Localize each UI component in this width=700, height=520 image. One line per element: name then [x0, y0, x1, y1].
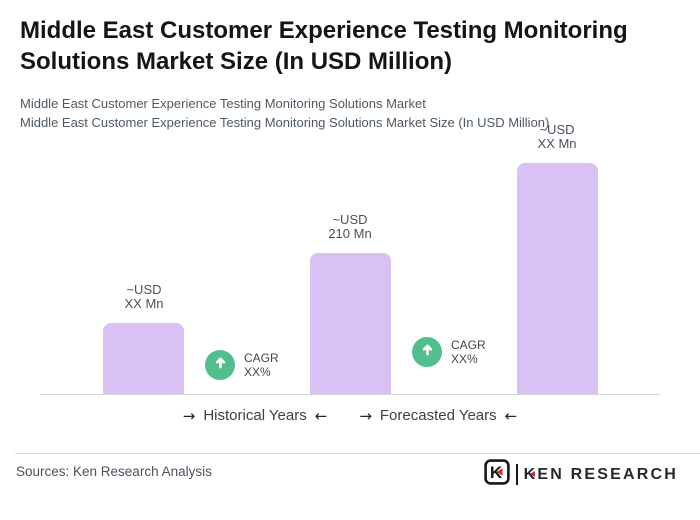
- ken-research-shield-icon: K: [483, 459, 510, 490]
- right-arrow-icon: →: [182, 407, 196, 425]
- bar-1-value-label: ~USD XX Mn: [84, 283, 204, 311]
- footer-divider: [15, 453, 700, 454]
- page-title-line-2: Solutions Market Size (In USD Million): [20, 48, 453, 75]
- period-legend: → Historical Years ← → Forecasted Years …: [0, 406, 700, 426]
- bar-1-value-line-1: ~USD: [126, 282, 162, 297]
- cagr-text-2: CAGR XX%: [451, 338, 486, 366]
- cagr-badge-1: [205, 350, 235, 380]
- bar-forecast: [517, 163, 598, 395]
- up-arrow-icon: [212, 354, 229, 376]
- logo-divider: [515, 464, 518, 485]
- bar-1-value-line-2: XX Mn: [124, 296, 164, 311]
- right-arrow-icon: →: [359, 407, 372, 425]
- legend-item-forecasted: → Forecasted Years ←: [359, 406, 517, 426]
- cagr-value-2: XX%: [451, 352, 478, 366]
- cagr-badge-2: [412, 337, 442, 367]
- legend-label-forecasted: Forecasted Years: [379, 407, 497, 424]
- legend-label-historical: Historical Years: [203, 407, 307, 424]
- svg-text:K: K: [489, 463, 502, 482]
- logo-wordmark-text: KEN RESEARCH: [523, 465, 678, 483]
- bar-2-value-line-2: 210 Mn: [328, 226, 372, 241]
- up-arrow-icon: [419, 341, 436, 363]
- chart-subtitle: Middle East Customer Experience Testing …: [20, 95, 660, 132]
- chart-subtitle-line-1: Middle East Customer Experience Testing …: [20, 96, 426, 111]
- cagr-text-1: CAGR XX%: [244, 351, 279, 379]
- x-axis-line: [40, 394, 660, 395]
- left-arrow-icon: ←: [314, 407, 328, 425]
- bar-2-value-line-1: ~USD: [332, 212, 368, 227]
- logo-wordmark: KEN RESEARCH: [524, 466, 678, 484]
- legend-item-historical: → Historical Years ←: [183, 406, 328, 426]
- left-arrow-icon: ←: [504, 407, 518, 425]
- cagr-label-1: CAGR: [244, 351, 279, 365]
- sources-text: Sources: Ken Research Analysis: [16, 464, 212, 479]
- ken-research-logo: K KEN RESEARCH: [483, 459, 678, 490]
- bar-historical-1: [103, 323, 184, 395]
- cagr-value-1: XX%: [244, 365, 271, 379]
- cagr-label-2: CAGR: [451, 338, 486, 352]
- bar-3-value-line-2: XX Mn: [537, 136, 577, 151]
- bar-historical-2: [310, 253, 391, 395]
- logo-k-red-accent-icon: [529, 470, 535, 477]
- chart-subtitle-line-2: Middle East Customer Experience Testing …: [20, 114, 550, 130]
- bar-3-value-line-1: ~USD: [539, 122, 575, 137]
- bar-3-value-label: ~USD XX Mn: [497, 123, 617, 151]
- bar-2-value-label: ~USD 210 Mn: [290, 213, 410, 241]
- page-title-line-1: Middle East Customer Experience Testing …: [20, 17, 628, 44]
- page-title: Middle East Customer Experience Testing …: [20, 15, 696, 77]
